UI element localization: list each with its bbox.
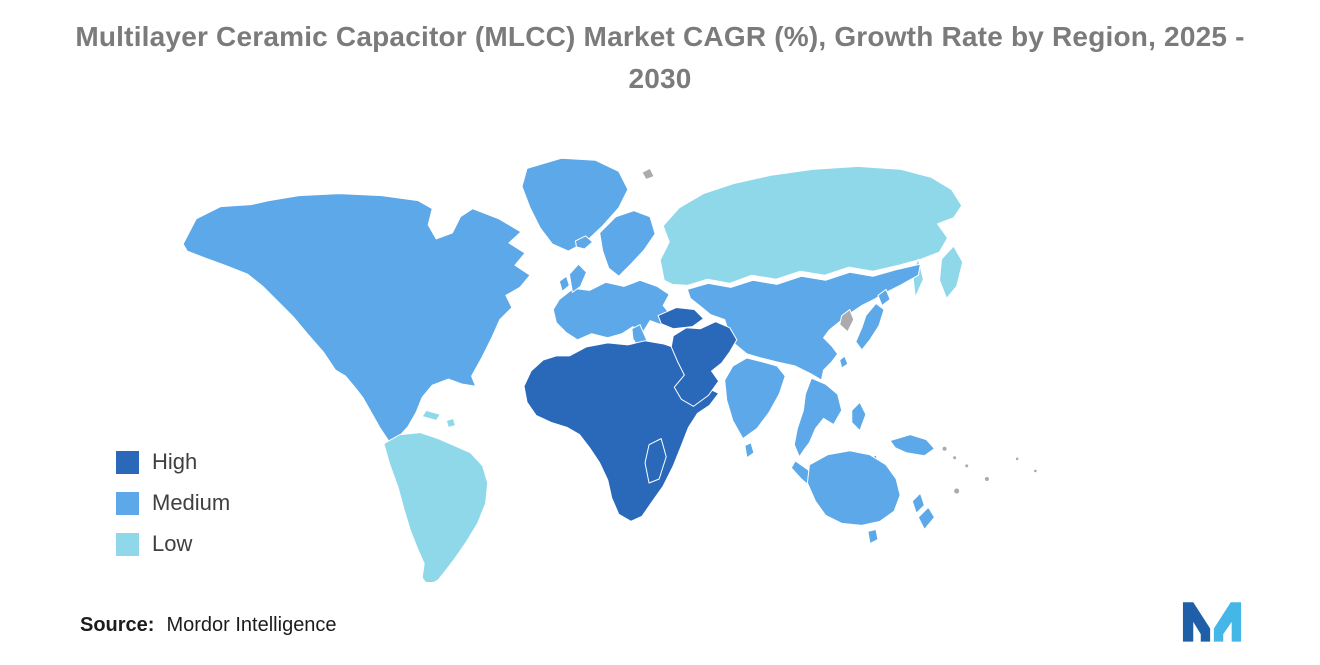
mordor-intelligence-logo <box>1182 602 1242 642</box>
legend-label-high: High <box>152 449 198 474</box>
region-ireland[interactable] <box>558 275 570 292</box>
region-pacific-island[interactable] <box>1014 456 1020 462</box>
region-scandinavia[interactable] <box>599 210 656 277</box>
region-indochina[interactable] <box>793 377 843 458</box>
region-tasmania[interactable] <box>867 528 879 545</box>
region-new-guinea[interactable] <box>889 434 935 457</box>
region-new-zealand-south[interactable] <box>917 506 935 530</box>
chart-title: Multilayer Ceramic Capacitor (MLCC) Mark… <box>75 21 1245 94</box>
region-north-america[interactable] <box>182 193 531 463</box>
logo-left-shape <box>1182 602 1211 642</box>
world-map <box>168 146 1116 582</box>
legend-item-medium[interactable]: Medium <box>116 490 230 516</box>
region-sri-lanka[interactable] <box>744 442 755 459</box>
region-pacific-island[interactable] <box>953 487 961 495</box>
region-philippines[interactable] <box>851 401 867 432</box>
region-india[interactable] <box>724 357 786 440</box>
region-middle-east[interactable] <box>670 321 738 407</box>
source-value: Mordor Intelligence <box>166 614 337 636</box>
region-pacific-island[interactable] <box>964 463 970 469</box>
legend: High Medium Low <box>116 449 230 557</box>
region-svalbard[interactable] <box>641 167 655 180</box>
region-madagascar[interactable] <box>644 438 667 484</box>
region-united-kingdom[interactable] <box>568 263 588 293</box>
region-australia[interactable] <box>806 450 901 526</box>
legend-item-low[interactable]: Low <box>116 531 230 557</box>
legend-swatch-high <box>116 450 139 474</box>
region-europe[interactable] <box>552 279 672 341</box>
legend-label-low: Low <box>152 531 193 556</box>
region-new-zealand-north[interactable] <box>911 492 925 514</box>
region-south-america[interactable] <box>383 432 489 582</box>
region-taiwan[interactable] <box>839 355 849 369</box>
region-cuba[interactable] <box>421 409 441 421</box>
region-turkey[interactable] <box>657 307 705 330</box>
region-pacific-island[interactable] <box>983 475 990 482</box>
source-row: Source: Mordor Intelligence <box>80 614 337 637</box>
region-japan-honshu[interactable] <box>855 302 885 351</box>
region-kamchatka[interactable] <box>939 245 964 299</box>
region-pacific-island[interactable] <box>941 445 948 452</box>
region-russia[interactable] <box>659 165 963 286</box>
legend-item-high[interactable]: High <box>116 449 230 475</box>
region-pacific-island[interactable] <box>1032 468 1038 474</box>
legend-swatch-medium <box>116 491 139 515</box>
world-map-svg <box>182 157 1038 582</box>
region-greenland[interactable] <box>521 157 629 252</box>
region-korea[interactable] <box>839 309 855 333</box>
source-label: Source: <box>80 614 155 636</box>
legend-swatch-low <box>116 532 139 556</box>
region-hispaniola[interactable] <box>445 417 456 429</box>
logo-right-shape <box>1213 602 1242 642</box>
legend-label-medium: Medium <box>152 490 231 515</box>
region-japan-hokkaido[interactable] <box>877 288 891 307</box>
region-iceland[interactable] <box>574 235 594 250</box>
region-pacific-island[interactable] <box>952 455 958 461</box>
